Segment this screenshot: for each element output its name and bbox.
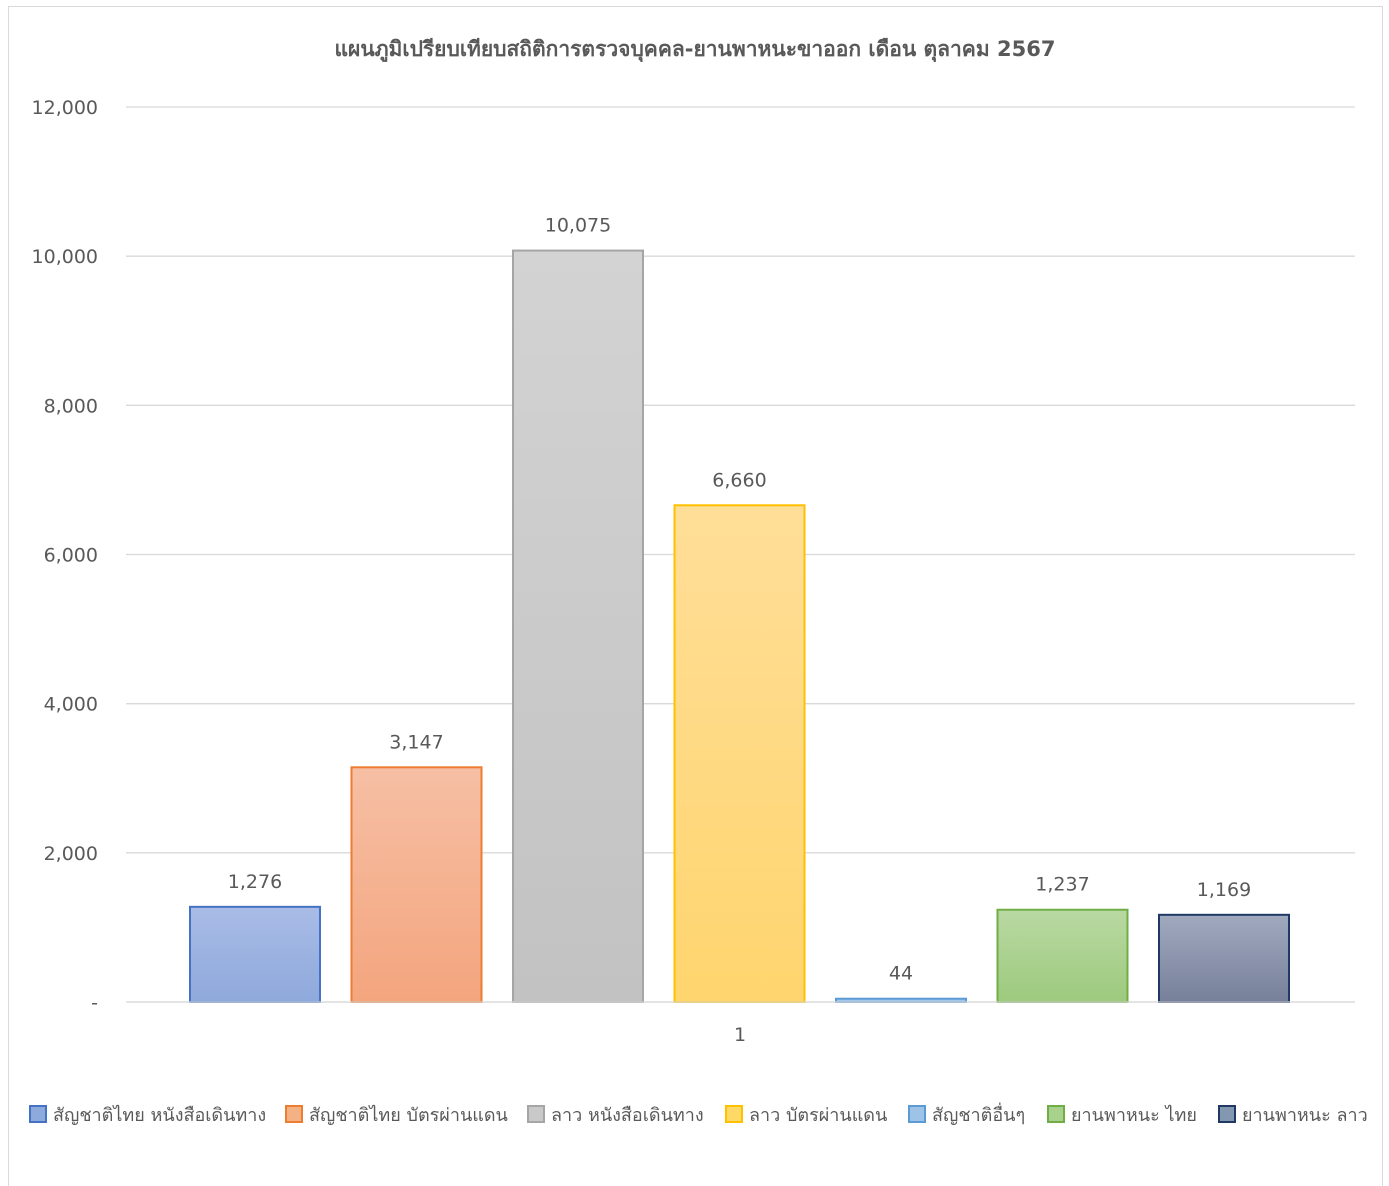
legend-label: สัญชาติอื่นๆ (932, 1102, 1025, 1126)
y-tick-label: 8,000 (44, 395, 98, 417)
bar (673, 504, 806, 1003)
data-label: 1,237 (1035, 874, 1089, 896)
legend-swatch (725, 1105, 743, 1123)
data-label: 3,147 (389, 731, 443, 753)
legend-label: ยานพาหนะ ลาว (1242, 1105, 1368, 1126)
data-label: 44 (889, 963, 913, 985)
x-tick-label: 1 (734, 1024, 746, 1046)
legend-label: ลาว บัตรผ่านแดน (749, 1105, 887, 1126)
legend-label: สัญชาติไทย หนังสือเดินทาง (53, 1104, 266, 1126)
legend-swatch (527, 1105, 545, 1123)
bar (996, 908, 1129, 1003)
legend-item: ลาว หนังสือเดินทาง (527, 1105, 704, 1126)
bar (189, 905, 321, 1003)
legend-item: ลาว บัตรผ่านแดน (725, 1105, 887, 1126)
y-tick-label: 6,000 (44, 545, 98, 567)
y-tick-label: - (91, 992, 98, 1014)
legend-item: ยานพาหนะ ไทย (1047, 1104, 1197, 1126)
y-tick-label: 12,000 (32, 97, 98, 119)
legend-item: ยานพาหนะ ลาว (1218, 1105, 1368, 1126)
y-tick-label: 4,000 (44, 694, 98, 716)
legend-swatch (1218, 1105, 1236, 1123)
legend-swatch (285, 1105, 303, 1123)
data-label: 6,660 (712, 469, 766, 491)
chart-title: แผนภูมิเปรียบเทียบสถิติการตรวจบุคคล-ยานพ… (335, 37, 1056, 63)
data-label: 10,075 (545, 215, 611, 237)
legend-swatch (1047, 1105, 1065, 1123)
bar (1158, 913, 1290, 1003)
legend-item: สัญชาติอื่นๆ (908, 1102, 1025, 1126)
legend-item: สัญชาติไทย บัตรผ่านแดน (285, 1104, 508, 1126)
legend-swatch (29, 1105, 47, 1123)
legend-item: สัญชาติไทย หนังสือเดินทาง (29, 1104, 266, 1126)
data-label: 1,169 (1197, 879, 1251, 901)
y-tick-label: 2,000 (44, 843, 98, 865)
data-label: 1,276 (228, 871, 282, 893)
bar (512, 249, 644, 1003)
legend-label: ยานพาหนะ ไทย (1071, 1104, 1197, 1126)
legend-swatch (908, 1105, 926, 1123)
bar (350, 766, 483, 1003)
legend-label: ลาว หนังสือเดินทาง (551, 1105, 704, 1126)
y-tick-label: 10,000 (32, 246, 98, 268)
legend-label: สัญชาติไทย บัตรผ่านแดน (309, 1104, 508, 1126)
